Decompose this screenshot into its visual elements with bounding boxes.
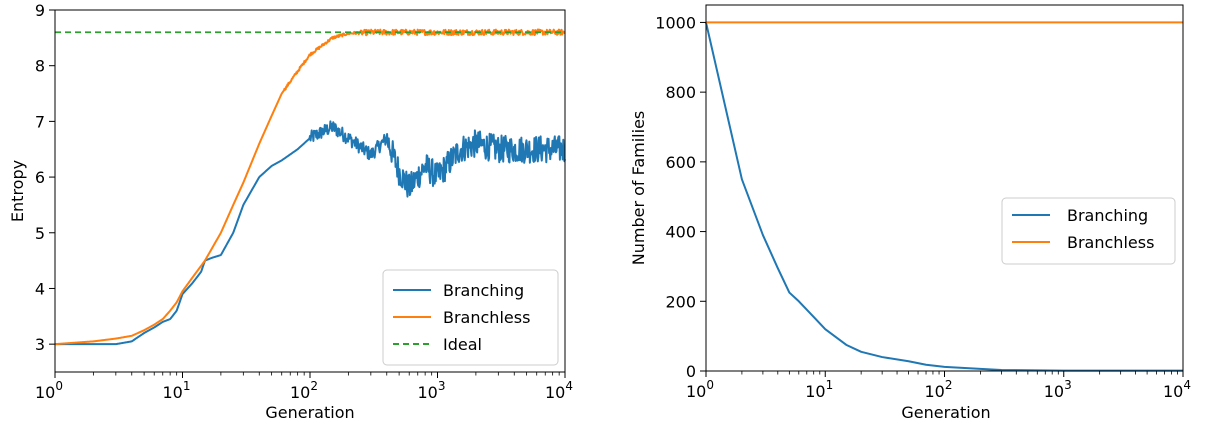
entropy-y-tick-label: 4: [35, 279, 45, 298]
entropy-series-lines: [54, 28, 566, 346]
families-y-tick-label: 1000: [655, 13, 696, 32]
entropy-y-axis: 3 4 5 6 7 8 9: [35, 1, 55, 354]
families-legend-label-branching: Branching: [1067, 206, 1148, 225]
families-y-tick-label: 600: [665, 153, 696, 172]
entropy-legend-label-branchless: Branchless: [443, 308, 530, 327]
entropy-y-tick-label: 6: [35, 168, 45, 187]
entropy-legend-label-ideal: Ideal: [443, 335, 482, 354]
entropy-y-tick-label: 7: [35, 112, 45, 131]
families-series-branching: [705, 22, 1183, 372]
families-x-axis: 100 101 102 103 104: [686, 371, 1191, 401]
families-legend-label-branchless: Branchless: [1067, 233, 1154, 252]
families-y-axis-label: Number of Families: [629, 111, 648, 266]
entropy-y-axis-label: Entropy: [8, 160, 27, 222]
families-x-tick-label: 104: [1163, 378, 1191, 401]
entropy-x-tick-label: 100: [35, 379, 63, 402]
entropy-x-tick-label: 103: [418, 379, 446, 402]
entropy-x-tick-label: 101: [163, 379, 191, 402]
entropy-legend-box: [382, 269, 559, 366]
entropy-y-tick-label: 8: [35, 57, 45, 76]
entropy-series-branchless: [54, 28, 566, 346]
families-x-axis-label: Generation: [901, 403, 990, 422]
entropy-series-branching: [54, 120, 566, 346]
families-x-tick-label: 103: [1044, 378, 1072, 401]
families-y-tick-label: 800: [665, 83, 696, 102]
entropy-legend-label-branching: Branching: [443, 281, 524, 300]
entropy-x-tick-label: 102: [290, 379, 318, 402]
entropy-y-tick-label: 5: [35, 224, 45, 243]
entropy-legend: Branching Branchless Ideal: [382, 269, 559, 366]
entropy-x-axis-label: Generation: [265, 403, 354, 422]
families-y-tick-label: 400: [665, 223, 696, 242]
entropy-chart: 100 101 102 103 104 3 4 5 6 7 8 9 Generation Entro…: [8, 1, 573, 422]
families-y-axis: 0 200 400 600 800 1000: [655, 13, 706, 381]
entropy-x-tick-label: 104: [545, 379, 573, 402]
entropy-y-tick-label: 3: [35, 335, 45, 354]
families-x-tick-label: 102: [925, 378, 953, 401]
families-x-tick-label: 101: [805, 378, 833, 401]
families-legend: Branching Branchless: [1001, 197, 1176, 265]
families-x-tick-label: 100: [686, 378, 714, 401]
families-plot-frame: [705, 4, 1184, 372]
entropy-x-axis: 100 101 102 103 104: [35, 372, 573, 402]
families-y-tick-label: 0: [686, 362, 696, 381]
families-y-tick-label: 200: [665, 292, 696, 311]
families-series-lines: [705, 21, 1183, 372]
entropy-y-tick-label: 9: [35, 1, 45, 20]
families-chart: 100 101 102 103 104 0 200 400 600 800 1000 Genera…: [629, 4, 1191, 422]
